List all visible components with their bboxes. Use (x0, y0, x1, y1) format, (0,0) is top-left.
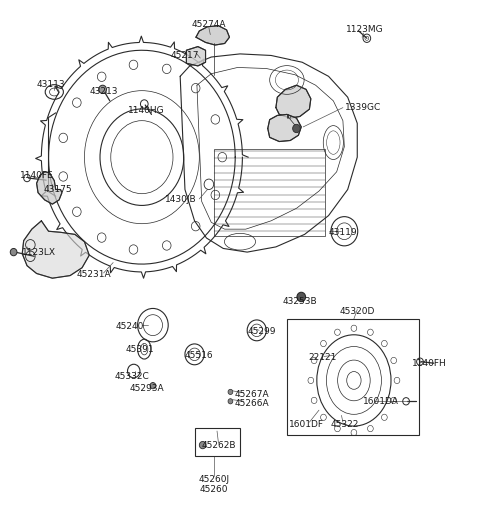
Text: 1601DA: 1601DA (363, 397, 399, 406)
Text: 43253B: 43253B (283, 297, 317, 306)
Circle shape (99, 85, 107, 94)
Bar (287, 319, 419, 435)
Text: 45299: 45299 (247, 327, 276, 336)
Text: 1140HG: 1140HG (128, 106, 165, 115)
Text: 1123LX: 1123LX (22, 247, 56, 257)
Polygon shape (196, 26, 229, 45)
Text: 43113: 43113 (36, 79, 65, 89)
Bar (214, 150, 325, 236)
Text: 45240: 45240 (116, 322, 144, 331)
Circle shape (150, 382, 156, 389)
Text: 43119: 43119 (328, 229, 357, 237)
Circle shape (10, 248, 17, 256)
Text: 45516: 45516 (185, 351, 214, 360)
Text: 45322: 45322 (330, 420, 359, 429)
Polygon shape (22, 221, 89, 278)
Text: 45266A: 45266A (235, 399, 269, 408)
Text: 45320D: 45320D (339, 306, 375, 315)
Circle shape (293, 124, 300, 133)
Circle shape (228, 399, 233, 404)
Text: 1140FH: 1140FH (412, 359, 446, 368)
Text: 45231A: 45231A (77, 270, 111, 279)
Text: 1339GC: 1339GC (345, 103, 382, 112)
Text: 45274A: 45274A (192, 20, 226, 29)
Text: 45262B: 45262B (201, 440, 236, 450)
Polygon shape (36, 172, 62, 204)
Polygon shape (276, 85, 311, 118)
Polygon shape (186, 47, 205, 66)
Text: 45267A: 45267A (235, 390, 269, 399)
Text: 43175: 43175 (44, 185, 72, 194)
Circle shape (199, 441, 206, 449)
Circle shape (297, 292, 306, 302)
Bar (194, 428, 240, 456)
Text: 1430JB: 1430JB (165, 196, 197, 204)
Text: 45391: 45391 (125, 345, 154, 354)
Text: 1601DF: 1601DF (288, 420, 324, 429)
Text: 45260: 45260 (199, 485, 228, 494)
Text: 45332C: 45332C (115, 372, 150, 381)
Text: 45293A: 45293A (129, 384, 164, 393)
Text: 1140FE: 1140FE (20, 171, 53, 180)
Text: 45217: 45217 (171, 51, 199, 60)
Circle shape (228, 389, 233, 394)
Text: 22121: 22121 (308, 354, 336, 362)
Polygon shape (268, 115, 301, 142)
Text: 1123MG: 1123MG (346, 25, 383, 34)
Text: 43213: 43213 (89, 87, 118, 96)
Text: 45260J: 45260J (198, 475, 229, 484)
